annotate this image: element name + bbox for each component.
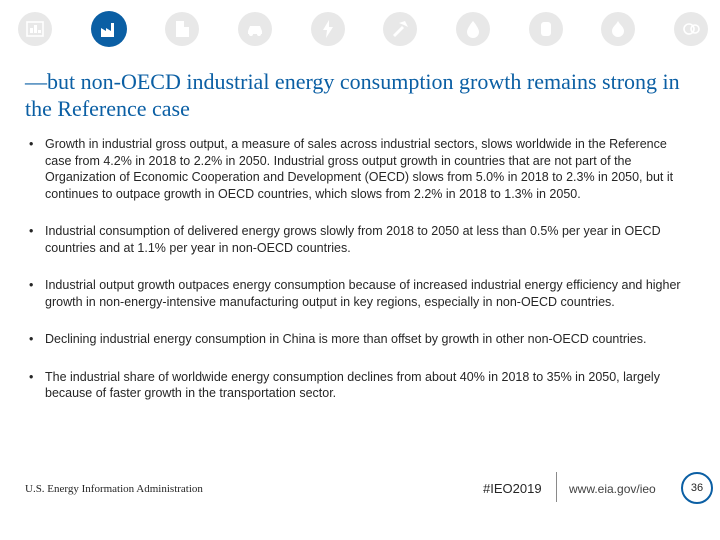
natural-gas-icon[interactable] <box>528 12 563 46</box>
bullet-list: • Growth in industrial gross output, a me… <box>25 136 695 423</box>
list-item: • Industrial output growth outpaces energ… <box>29 278 681 309</box>
co2-icon[interactable] <box>601 12 636 46</box>
list-item: • Declining industrial energy consumption… <box>29 332 647 346</box>
list-item: • Industrial consumption of delivered ene… <box>29 224 661 255</box>
footer-url-link[interactable]: www.eia.gov/ieo <box>569 482 656 496</box>
bullet-marker: • <box>29 369 34 384</box>
bullet-marker: • <box>29 224 34 238</box>
buildings-icon[interactable] <box>165 12 200 46</box>
section-nav-bar <box>0 0 720 58</box>
bullet-marker: • <box>29 137 34 151</box>
electricity-icon[interactable] <box>310 12 345 46</box>
footer-organization: U.S. Energy Information Administration <box>25 483 203 495</box>
page-number: 36 <box>690 482 704 494</box>
footer-hashtag: #IEO2019 <box>483 481 542 496</box>
petroleum-icon[interactable] <box>455 12 490 46</box>
bullet-marker: • <box>29 332 34 346</box>
overview-icon[interactable] <box>18 12 52 46</box>
bullet-marker: • <box>29 278 34 292</box>
coal-icon[interactable] <box>383 12 418 46</box>
footer-divider <box>556 472 557 502</box>
page-number-badge: 36 <box>681 472 713 504</box>
industrial-icon[interactable] <box>90 11 127 47</box>
transportation-icon[interactable] <box>237 12 272 46</box>
slide-title: —but non-OECD industrial energy consumpt… <box>25 69 680 121</box>
summary-icon[interactable] <box>673 12 708 46</box>
list-item: • Growth in industrial gross output, a me… <box>29 137 674 201</box>
list-item: • The industrial share of worldwide energ… <box>29 369 660 401</box>
